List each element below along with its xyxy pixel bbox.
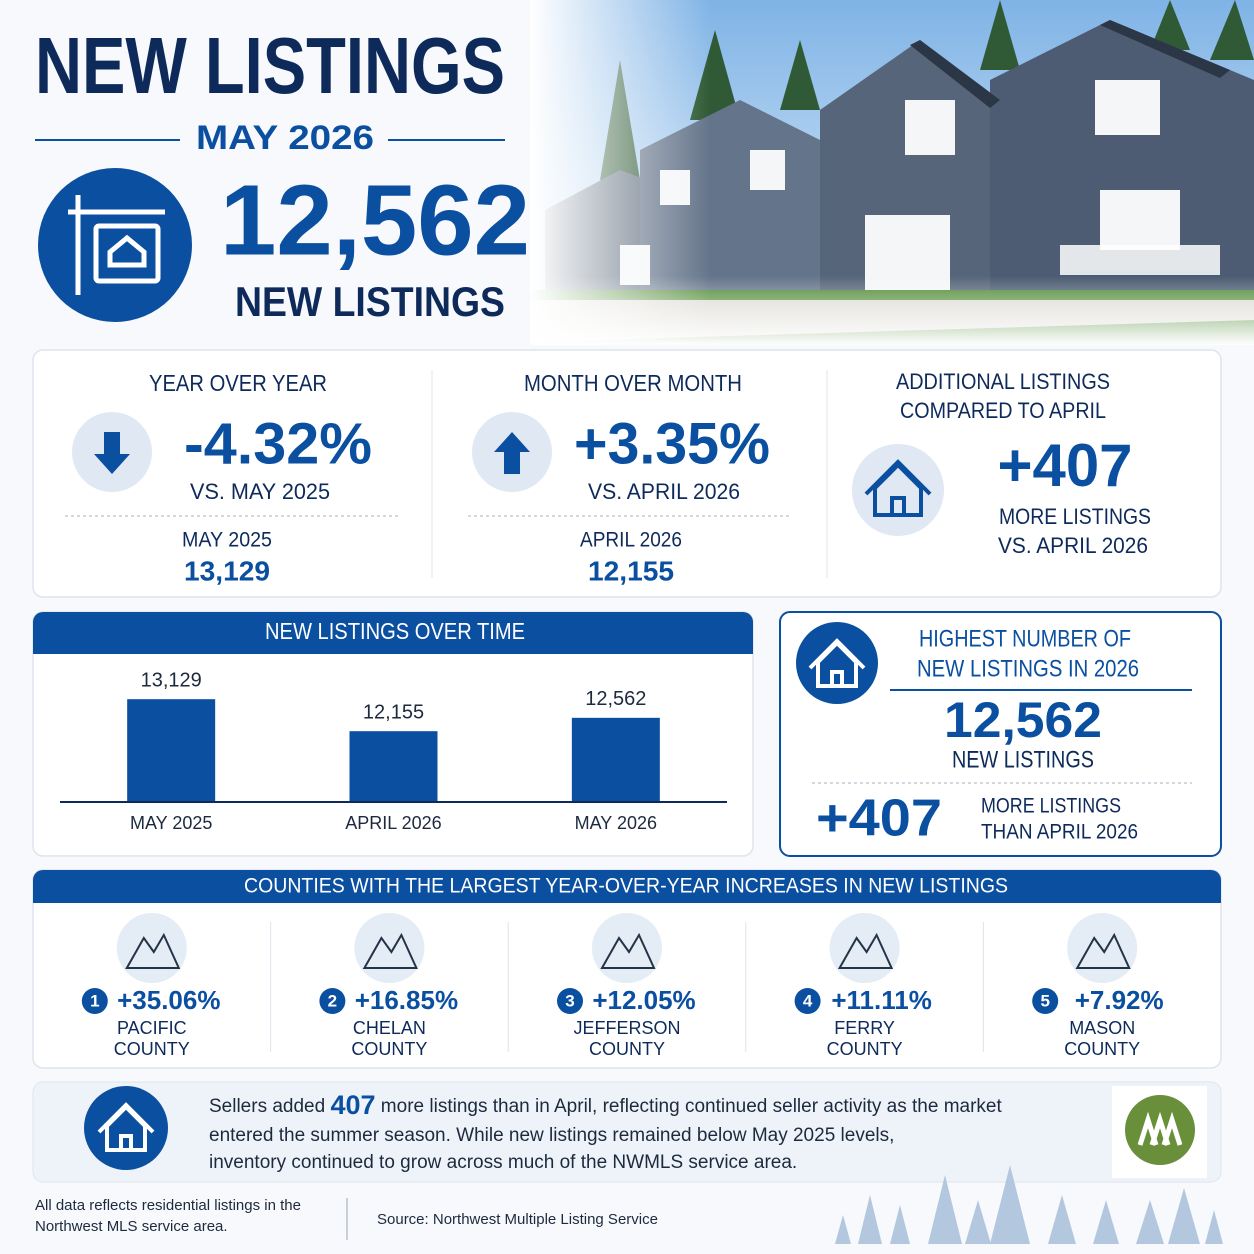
rank-badge — [557, 988, 583, 1014]
chart-title: NEW LISTINGS OVER TIME — [265, 618, 525, 644]
stat-title: MONTH OVER MONTH — [524, 370, 742, 396]
base-value: 12,155 — [588, 555, 674, 586]
highlight-title: NEW LISTINGS IN 2026 — [917, 655, 1139, 682]
total-value: 12,562 — [220, 164, 530, 276]
county-name: FERRY — [834, 1018, 895, 1038]
county-glyph — [362, 932, 418, 969]
highlight-panel — [779, 611, 1222, 857]
county-change: +7.92% — [1075, 985, 1164, 1015]
highlight-change-label: MORE LISTINGS — [981, 795, 1121, 818]
stat-value: +3.35% — [574, 411, 770, 476]
highlight-change: +407 — [816, 790, 942, 848]
title: NEW LISTINGS — [35, 21, 505, 110]
stat-title: ADDITIONAL LISTINGS — [896, 369, 1110, 394]
rank-badge — [1032, 988, 1059, 1014]
summary-panel — [32, 1081, 1222, 1183]
down-arrow — [94, 432, 130, 474]
county-name: PACIFIC — [117, 1018, 187, 1038]
period: MAY 2026 — [196, 119, 374, 157]
logo — [1112, 1086, 1207, 1178]
house-glyph — [97, 1102, 155, 1152]
value-label: 12,155 — [363, 701, 424, 723]
summary-line: entered the summer season. While new lis… — [209, 1125, 894, 1146]
footer-note: Northwest MLS service area. — [35, 1218, 228, 1235]
summary-line: Sellers added 407 more listings than in … — [209, 1090, 1002, 1120]
rank-badge — [81, 988, 108, 1014]
rank-badge — [794, 988, 821, 1014]
value-label: 12,562 — [585, 688, 646, 710]
highlight-value: 12,562 — [944, 692, 1102, 748]
county-name: JEFFERSON — [573, 1018, 680, 1038]
up-arrow — [494, 432, 530, 474]
stat-compare: MORE LISTINGS — [999, 504, 1151, 529]
rank: 4 — [803, 991, 813, 1010]
county-name: COUNTY — [351, 1039, 427, 1059]
summary-text: more listings than in April, reflecting … — [376, 1096, 1003, 1117]
x-tick-label: MAY 2025 — [130, 813, 212, 833]
rank-badge — [319, 988, 346, 1014]
county-name: CHELAN — [353, 1018, 426, 1038]
stat-value: +407 — [998, 432, 1133, 499]
stat-value: -4.32% — [184, 411, 372, 476]
x-tick-label: MAY 2026 — [575, 813, 657, 833]
chart-header — [33, 612, 753, 654]
county-glyph — [125, 932, 181, 969]
rank: 2 — [328, 991, 337, 1010]
bar — [571, 717, 660, 802]
county-change: +35.06% — [117, 985, 220, 1015]
county-glyph — [837, 932, 894, 969]
total-label: NEW LISTINGS — [235, 278, 505, 325]
bar-chart: 13,129 MAY 2025 12,155 APRIL 2026 12,562 MAY … — [60, 669, 727, 833]
rank: 3 — [565, 991, 574, 1010]
house-icon — [84, 1086, 168, 1170]
summary-text: Sellers added — [209, 1096, 330, 1117]
footer-note: All data reflects residential listings i… — [35, 1197, 301, 1214]
stat-title: COMPARED TO APRIL — [900, 398, 1106, 423]
counties-header — [33, 870, 1221, 903]
county-glyph — [1075, 932, 1131, 969]
sign-icon — [38, 168, 192, 322]
x-tick-label: APRIL 2026 — [345, 813, 441, 833]
rank: 1 — [90, 991, 99, 1010]
summary-line: inventory continued to grow across much … — [209, 1152, 797, 1173]
base-label: APRIL 2026 — [580, 529, 682, 552]
base-value: 13,129 — [184, 555, 270, 586]
stats-panel — [32, 349, 1222, 598]
rank: 5 — [1040, 991, 1049, 1010]
value-label: 13,129 — [141, 669, 202, 691]
house-photo — [530, 0, 1254, 345]
house-glyph — [864, 459, 932, 517]
house-icon — [796, 622, 878, 704]
house-glyph — [808, 638, 866, 688]
tree-decoration — [835, 1165, 1223, 1244]
county-name: MASON — [1069, 1018, 1135, 1038]
base-label: MAY 2025 — [182, 529, 272, 552]
house-icon — [852, 444, 944, 536]
footer-source: Source: Northwest Multiple Listing Servi… — [377, 1211, 658, 1228]
county-name: COUNTY — [589, 1039, 665, 1059]
stat-compare: VS. APRIL 2026 — [998, 533, 1148, 558]
counties-title: COUNTIES WITH THE LARGEST YEAR-OVER-YEAR… — [244, 875, 1008, 898]
summary-highlight: 407 — [330, 1090, 375, 1120]
county-change: +12.05% — [592, 985, 695, 1015]
stat-title: YEAR OVER YEAR — [149, 370, 327, 396]
stat-compare: VS. MAY 2025 — [190, 479, 330, 504]
county-change: +11.11% — [831, 985, 932, 1015]
county-name: COUNTY — [1064, 1039, 1140, 1059]
highlight-label: NEW LISTINGS — [952, 746, 1094, 773]
highlight-change-label: THAN APRIL 2026 — [981, 821, 1138, 844]
highlight-title: HIGHEST NUMBER OF — [919, 625, 1131, 652]
bar — [349, 731, 438, 802]
county-name: COUNTY — [114, 1039, 190, 1059]
county-glyph — [600, 932, 656, 969]
county-change: +16.85% — [355, 985, 458, 1015]
county-name: COUNTY — [827, 1039, 903, 1059]
stat-compare: VS. APRIL 2026 — [588, 479, 740, 504]
bar — [127, 699, 216, 802]
